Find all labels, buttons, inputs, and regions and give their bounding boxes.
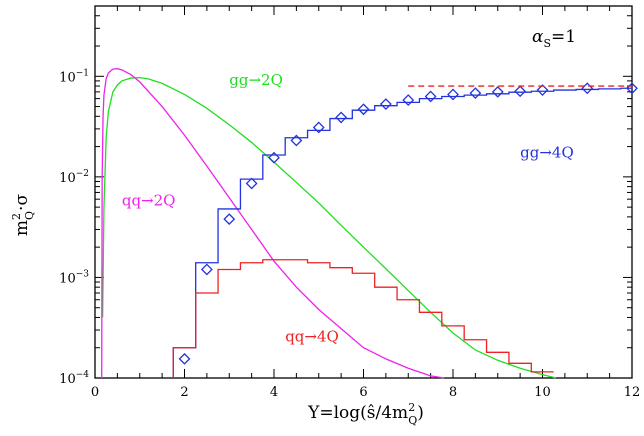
y-tick-label: 10−3 [59, 269, 89, 286]
data-point-gg4Q_points [402, 94, 415, 107]
x-tick-label: 8 [449, 385, 457, 400]
data-series [101, 68, 638, 379]
y-tick-label: 10−4 [59, 370, 89, 387]
data-point-gg4Q_points [223, 213, 236, 226]
y-axis-title: m2Q·σ [10, 194, 36, 237]
series-qq2Q [101, 68, 445, 379]
data-point-gg4Q_points [245, 177, 258, 190]
x-axis-title: Y=log(ŝ/4m2 Q) [307, 401, 424, 427]
data-point-gg4Q_points [290, 134, 303, 147]
series-qq4Q [172, 259, 554, 378]
data-point-gg4Q_points [379, 98, 392, 110]
x-tick-labels: 0 2 4 6 8 10 12 [91, 385, 640, 400]
data-point-gg4Q_points [581, 82, 594, 95]
data-point-gg4Q_points [514, 85, 527, 98]
y-tick-label: 10−1 [59, 68, 89, 85]
label-qq-4q: qq→4Q [285, 328, 339, 346]
label-qq-2q: qq→2Q [122, 191, 176, 209]
label-gg-4q: gg→4Q [520, 144, 574, 162]
plot-area-border [94, 5, 633, 379]
axis-ticks [94, 5, 633, 379]
data-point-gg4Q_points [357, 103, 370, 116]
y-tick-labels: 10−4 10−3 10−2 10−1 [59, 68, 89, 387]
data-point-gg4Q_points [200, 263, 213, 276]
data-point-gg4Q_points [268, 151, 280, 164]
x-tick-label: 4 [270, 385, 278, 400]
y-tick-label: 10−2 [59, 169, 89, 186]
x-tick-label: 6 [359, 385, 367, 400]
plot-frame [94, 5, 633, 379]
series-gg2Q [101, 76, 557, 379]
data-point-gg4Q_points [424, 90, 437, 103]
data-point-gg4Q_points [491, 85, 504, 98]
x-tick-label: 2 [180, 385, 188, 400]
x-tick-label: 12 [624, 385, 641, 400]
data-point-gg4Q_points [536, 84, 549, 96]
data-point-gg4Q_points [469, 87, 482, 100]
data-point-gg4Q_points [178, 352, 191, 365]
alpha-s-label: αS=1 [532, 27, 576, 50]
x-tick-label: 0 [91, 385, 99, 400]
label-gg-2q: gg→2Q [229, 71, 283, 89]
data-point-gg4Q_points [447, 88, 459, 101]
x-tick-label: 10 [534, 385, 551, 400]
series-gg4Q [172, 87, 632, 378]
data-point-gg4Q_points [312, 121, 325, 134]
data-point-gg4Q_points [335, 111, 348, 124]
